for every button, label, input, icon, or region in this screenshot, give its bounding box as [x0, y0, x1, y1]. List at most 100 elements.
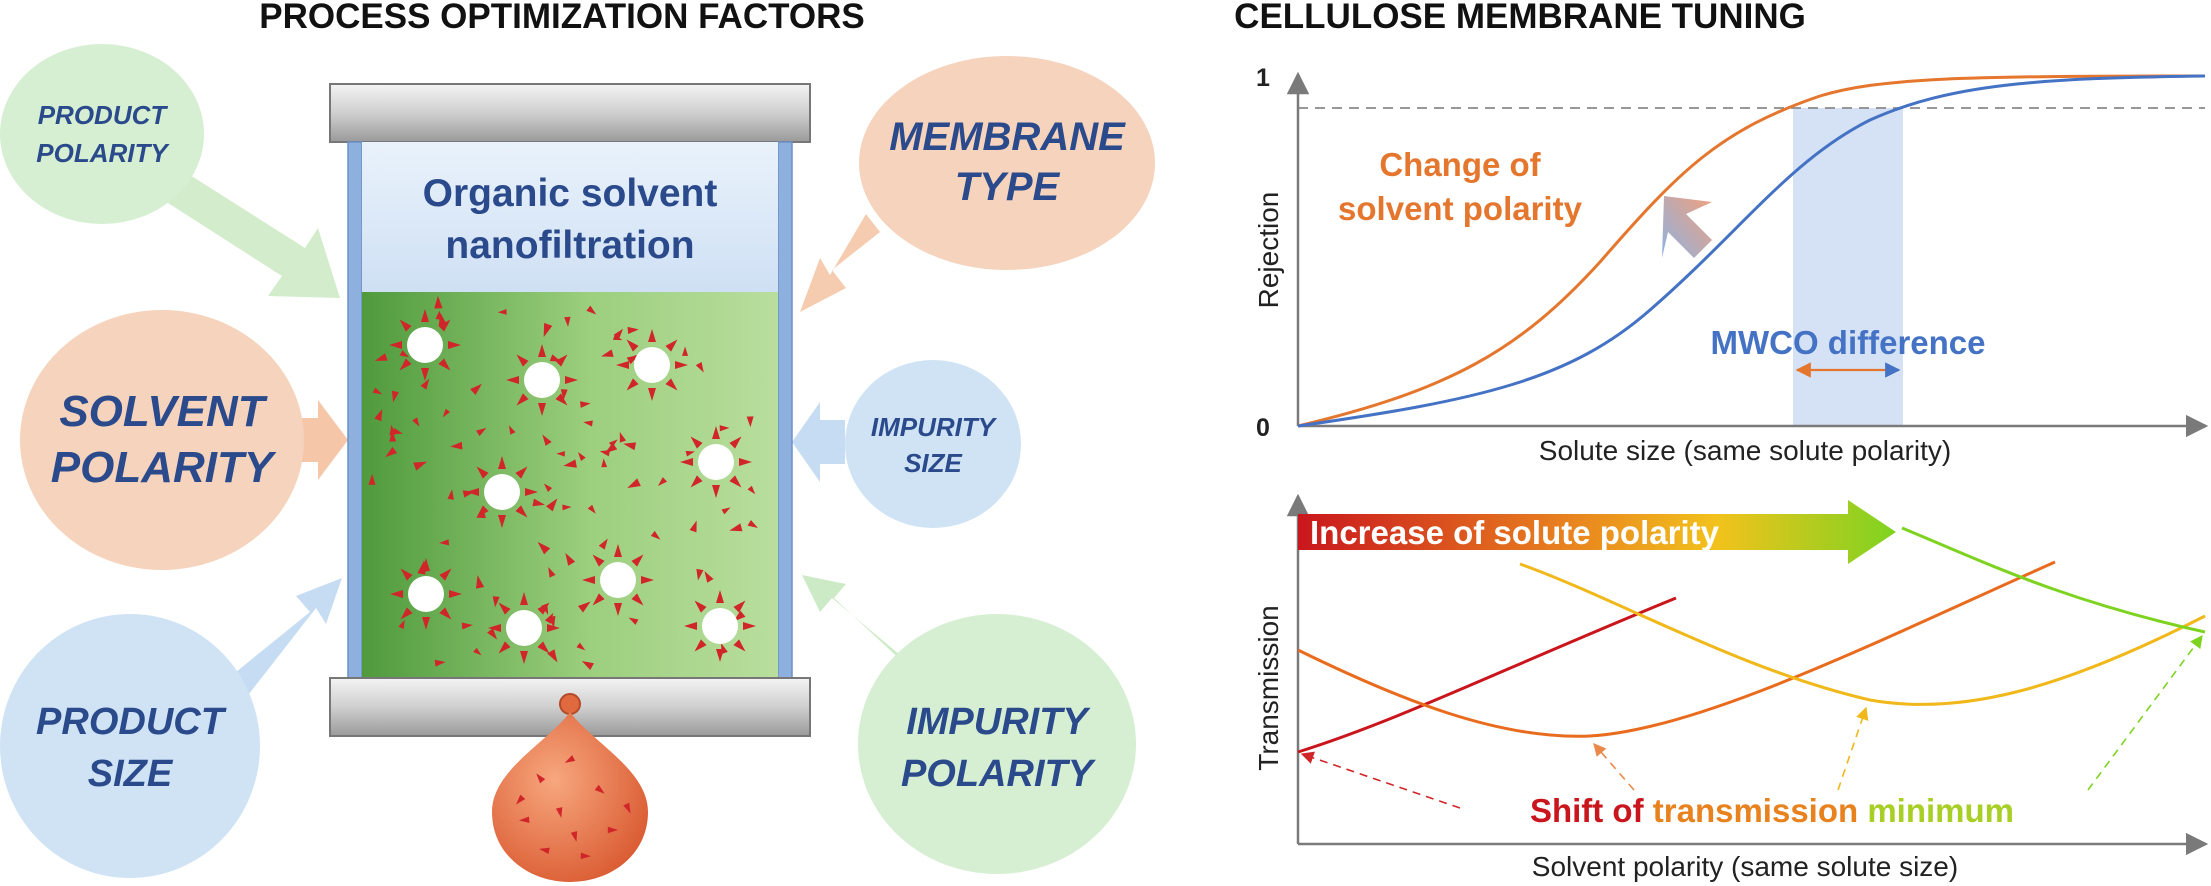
- permeate-drop: [492, 693, 648, 882]
- y-tick-top: 1: [1256, 64, 1270, 92]
- solute-triangle: [576, 642, 586, 651]
- arrow-membrane-type: [800, 214, 880, 312]
- solute-triangle: [608, 439, 618, 448]
- solute-triangle: [746, 416, 754, 428]
- solute-triangle: [594, 784, 605, 794]
- mwco-band: [1793, 108, 1903, 426]
- transmission-curve-orange: [1297, 560, 2056, 738]
- solute-triangle: [374, 353, 388, 361]
- solute-triangle: [434, 295, 443, 309]
- factor-product-polarity: PRODUCT POLARITY: [0, 44, 204, 224]
- solute-triangle: [532, 498, 545, 507]
- y-axis-label: Transmission: [1253, 605, 1284, 770]
- solute-triangle: [536, 773, 546, 784]
- solute-triangle: [577, 601, 591, 613]
- solute-triangle: [586, 305, 597, 315]
- shift-word-2: transmission: [1653, 792, 1858, 829]
- product-molecule: [390, 558, 462, 630]
- factor-label-line2: TYPE: [955, 165, 1061, 209]
- solute-triangle: [487, 628, 498, 640]
- solute-triangle: [548, 566, 556, 578]
- solute-triangle: [476, 512, 486, 519]
- x-axis-label: Solvent polarity (same solute size): [1532, 851, 1958, 882]
- solute-triangle: [623, 442, 637, 451]
- transmission-curve-red: [1297, 596, 1677, 754]
- solute-triangle: [580, 852, 591, 860]
- solute-triangle: [385, 446, 398, 458]
- product-molecule: [616, 329, 688, 401]
- solute-triangle: [492, 596, 500, 608]
- vessel-title-line1: Organic solvent: [423, 172, 718, 215]
- product-molecule: [684, 590, 756, 662]
- solute-triangle: [391, 390, 399, 403]
- solute-triangle: [570, 831, 578, 842]
- solute-triangle: [413, 461, 428, 471]
- mwco-difference-label: MWCO difference: [1710, 324, 1985, 361]
- solute-triangle: [450, 441, 463, 450]
- solute-triangle: [412, 417, 420, 427]
- rejection-curve-orange: [1297, 74, 2206, 428]
- solute-triangle: [442, 408, 451, 418]
- product-molecule: [466, 456, 538, 528]
- solute-triangle: [696, 568, 704, 581]
- solute-triangle: [544, 612, 554, 624]
- solute-triangle: [470, 383, 482, 395]
- drop-solutes: [516, 755, 631, 860]
- product-molecule: [389, 309, 461, 381]
- solute-triangle: [392, 428, 403, 435]
- solute-triangle: [564, 316, 571, 327]
- shift-arrow-red: [1300, 751, 1461, 809]
- solute-triangle: [473, 647, 482, 656]
- solute-triangle: [374, 409, 383, 422]
- vessel-top-plate: [329, 83, 811, 143]
- factor-label-line1: SOLVENT: [59, 387, 267, 436]
- solute-triangle: [627, 326, 639, 335]
- solute-triangle: [447, 489, 454, 500]
- solute-triangle: [398, 619, 405, 630]
- right-panel-title: CELLULOSE MEMBRANE TUNING: [1234, 0, 1806, 36]
- x-axis-label: Solute size (same solute polarity): [1539, 435, 1951, 466]
- shift-arrow-yellow: [1837, 706, 1869, 791]
- mwco-label: MWCO: [1710, 324, 1818, 361]
- left-panel-title: PROCESS OPTIMIZATION FACTORS: [259, 0, 864, 36]
- solute-triangle: [476, 427, 487, 437]
- shift-annotation: Shift of transmission minimum: [1530, 792, 2014, 829]
- solute-triangle: [555, 807, 563, 818]
- solute-triangle: [508, 425, 516, 435]
- solute-triangle: [546, 498, 558, 512]
- solute-triangle: [657, 477, 668, 487]
- solute-triangle: [719, 425, 730, 432]
- solute-triangle: [562, 504, 572, 511]
- solute-triangle: [368, 473, 376, 485]
- product-molecule: [582, 544, 654, 616]
- solute-triangle: [598, 538, 608, 550]
- polarity-shift-arrow: [1662, 196, 1712, 258]
- solute-triangle: [420, 378, 430, 390]
- solute-triangle: [685, 450, 695, 457]
- solute-triangle: [563, 459, 577, 468]
- factor-impurity-size: IMPURITY SIZE: [845, 360, 1021, 528]
- product-molecules: [389, 309, 756, 664]
- solute-triangle: [516, 794, 526, 805]
- solute-triangle: [543, 483, 553, 492]
- arrow-impurity-polarity: [802, 575, 918, 676]
- transmission-chart: Increase of solute polarity Transmission…: [1253, 493, 2209, 882]
- solute-triangle: [729, 523, 743, 532]
- factor-arrows: [168, 175, 918, 708]
- solute-triangle: [435, 310, 442, 320]
- solute-triangle: [497, 309, 507, 315]
- arrow-product-polarity: [168, 175, 340, 298]
- solute-polarity-banner: [1298, 500, 1896, 564]
- solute-triangle: [619, 432, 627, 443]
- banner-label: Increase of solute polarity: [1310, 514, 1720, 551]
- transmission-curve-green: [1901, 526, 2206, 634]
- solute-triangle: [721, 507, 731, 515]
- solute-triangle: [604, 442, 618, 454]
- factor-label-line2: POLARITY: [36, 138, 170, 168]
- transmission-curve-yellow: [1519, 562, 2206, 706]
- arrow-impurity-size: [792, 402, 845, 482]
- vessel-title-line2: nanofiltration: [445, 224, 694, 267]
- shift-arrow-orange: [1593, 743, 1635, 791]
- solute-triangle: [650, 530, 661, 540]
- solute-triangle: [695, 361, 704, 373]
